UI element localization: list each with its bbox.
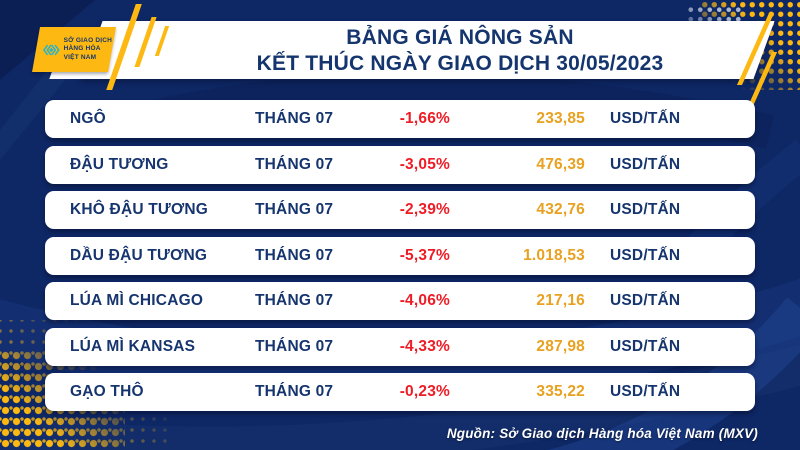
price-value: 335,22 [536, 383, 585, 400]
price-unit: USD/TẤN [610, 110, 681, 127]
percent-change: -4,33% [399, 337, 450, 355]
mxv-chevron-icon [42, 44, 60, 55]
table-row-dau-tuong: ĐẬU TƯƠNG THÁNG 07 -3,05% 476,39 USD/TẤN [45, 145, 755, 184]
contract-month: THÁNG 07 [255, 383, 334, 400]
contract-month: THÁNG 07 [255, 155, 334, 173]
mxv-logo-inner: SỞ GIAO DỊCH HÀNG HÓA VIỆT NAM [36, 27, 112, 72]
logo-text-line3: VIỆT NAM [63, 53, 97, 61]
table-row-dau-dau-tuong: DẦU ĐẬU TƯƠNG THÁNG 07 -5,37% 1.018,53 U… [45, 236, 755, 275]
table-row-lua-mi-chicago: LÚA MÌ CHICAGO THÁNG 07 -4,06% 217,16 US… [45, 282, 755, 320]
table-row-gao-tho: GẠO THÔ THÁNG 07 -0,23% 335,22 USD/TẤN [45, 373, 755, 411]
page-title: BẢNG GIÁ NÔNG SẢN KẾT THÚC NGÀY GIAO DỊC… [175, 25, 745, 77]
commodity-name: GẠO THÔ [70, 383, 144, 400]
price-value: 217,16 [536, 292, 585, 309]
table-row-lua-mi-kansas: LÚA MÌ KANSAS THÁNG 07 -4,33% 287,98 USD… [45, 327, 755, 366]
contract-month: THÁNG 07 [255, 246, 334, 264]
title-line-2: KẾT THÚC NGÀY GIAO DỊCH 30/05/2023 [256, 52, 664, 75]
commodity-name: LÚA MÌ KANSAS [70, 337, 196, 355]
percent-change: -2,39% [399, 201, 450, 218]
table-row-ngo: NGÔ THÁNG 07 -1,66% 233,85 USD/TẤN [45, 100, 755, 138]
price-unit: USD/TẤN [610, 201, 681, 218]
price-value: 233,85 [536, 110, 585, 127]
mxv-logo-text: SỞ GIAO DỊCH HÀNG HÓA VIỆT NAM [64, 37, 112, 63]
price-unit: USD/TẤN [610, 337, 681, 355]
price-value: 287,98 [536, 337, 585, 355]
source-credit: Nguồn: Sở Giao dịch Hàng hóa Việt Nam (M… [446, 426, 758, 441]
title-line-1: BẢNG GIÁ NÔNG SẢN [346, 26, 574, 49]
mxv-logo: SỞ GIAO DỊCH HÀNG HÓA VIỆT NAM [32, 27, 116, 72]
price-unit: USD/TẤN [610, 292, 681, 309]
logo-text-line1: SỞ GIAO DỊCH [63, 36, 113, 44]
table-row-kho-dau-tuong: KHÔ ĐẬU TƯƠNG THÁNG 07 -2,39% 432,76 USD… [45, 191, 755, 229]
percent-change: -5,37% [399, 246, 450, 264]
price-unit: USD/TẤN [610, 155, 681, 173]
price-unit: USD/TẤN [610, 383, 681, 400]
percent-change: -4,06% [399, 292, 450, 309]
commodity-name: LÚA MÌ CHICAGO [70, 292, 204, 309]
contract-month: THÁNG 07 [255, 201, 334, 218]
price-value: 476,39 [536, 155, 585, 173]
commodity-name: KHÔ ĐẬU TƯƠNG [70, 201, 209, 218]
percent-change: -0,23% [399, 383, 450, 400]
contract-month: THÁNG 07 [255, 110, 334, 127]
price-value: 432,76 [536, 201, 585, 218]
contract-month: THÁNG 07 [255, 337, 334, 355]
logo-text-line2: HÀNG HÓA [63, 45, 101, 53]
commodity-name: DẦU ĐẬU TƯƠNG [70, 246, 208, 264]
commodity-name: NGÔ [70, 110, 106, 127]
price-value: 1.018,53 [523, 246, 585, 264]
price-unit: USD/TẤN [610, 246, 681, 264]
percent-change: -3,05% [399, 155, 450, 173]
contract-month: THÁNG 07 [255, 292, 334, 309]
price-table: NGÔ THÁNG 07 -1,66% 233,85 USD/TẤN ĐẬU T… [45, 100, 755, 411]
percent-change: -1,66% [399, 110, 450, 127]
commodity-name: ĐẬU TƯƠNG [70, 155, 169, 173]
